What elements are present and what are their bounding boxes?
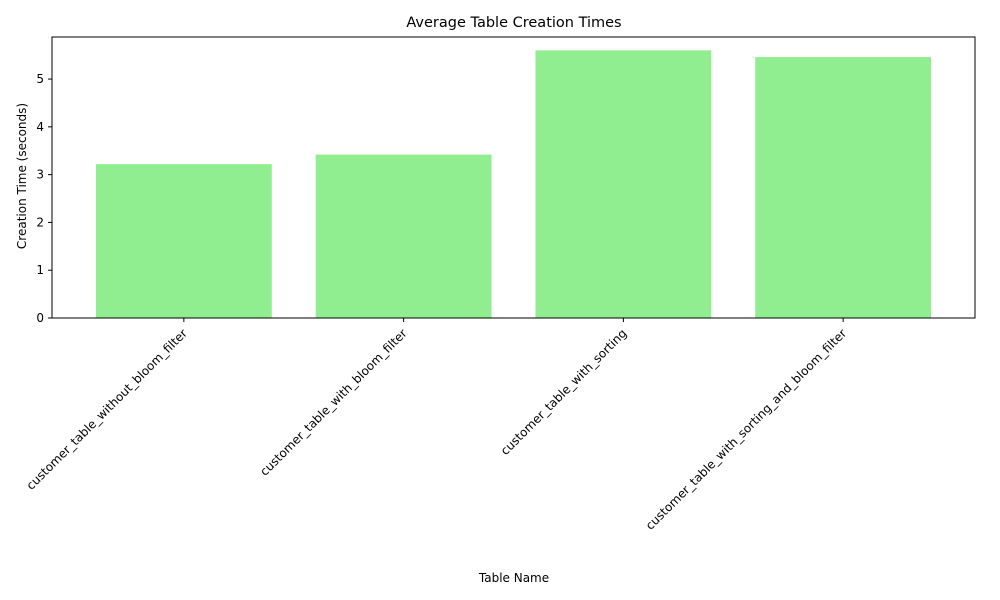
x-tick-label: customer_table_with_sorting: [498, 326, 630, 458]
x-axis-ticks: customer_table_without_bloom_filter custo…: [24, 318, 849, 533]
y-axis-ticks: 0 1 2 3 4 5: [36, 72, 52, 325]
y-tick-label: 2: [36, 215, 44, 229]
bar-customer_table_with_bloom_filter: [315, 154, 492, 318]
bar-customer_table_with_sorting: [535, 50, 712, 318]
y-tick-label: 0: [36, 311, 44, 325]
y-axis-label: Creation Time (seconds): [15, 103, 29, 249]
plot-frame: [51, 36, 976, 319]
bar-customer_table_without_bloom_filter: [95, 164, 272, 318]
y-tick-label: 4: [36, 120, 44, 134]
x-tick-label: customer_table_without_bloom_filter: [24, 326, 190, 492]
bars-group: [95, 50, 932, 318]
chart-title: Average Table Creation Times: [406, 15, 621, 31]
x-tick-label: customer_table_with_bloom_filter: [257, 326, 409, 478]
y-tick-label: 5: [36, 72, 44, 86]
y-tick-label: 1: [36, 263, 44, 277]
x-axis-label: Table Name: [478, 571, 549, 585]
y-tick-label: 3: [36, 168, 44, 182]
bar-customer_table_with_sorting_and_bloom_filter: [755, 57, 932, 318]
x-tick-label: customer_table_with_sorting_and_bloom_fi…: [643, 326, 849, 532]
